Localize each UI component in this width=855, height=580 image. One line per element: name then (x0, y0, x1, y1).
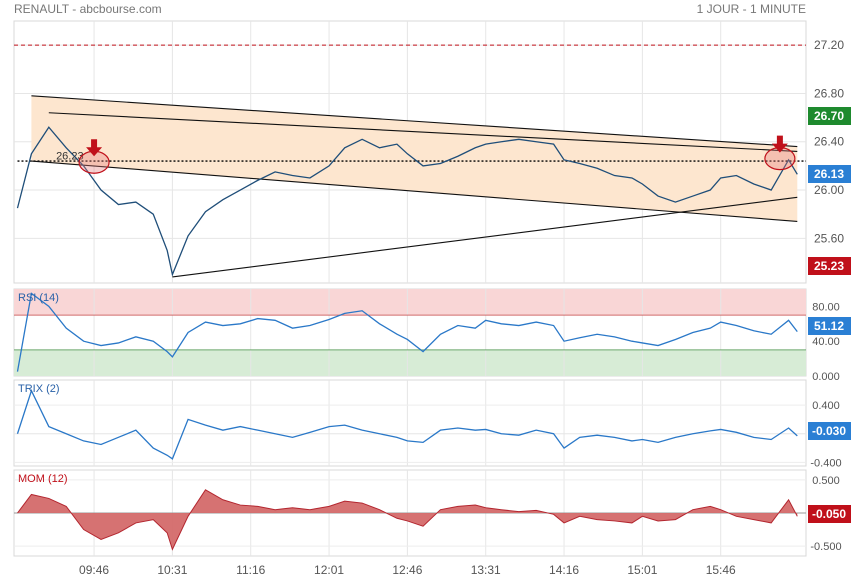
trix-title: TRIX (2) (18, 383, 60, 395)
trendline (31, 95, 798, 148)
trix-value-tag: -0.030 (808, 422, 851, 440)
rsi-oversold-zone (14, 349, 806, 376)
y-tick-label: 80.00 (812, 301, 840, 313)
trendline (48, 112, 798, 152)
rsi-grid (14, 289, 806, 376)
chart-title: RENAULT - abcbourse.com (14, 2, 162, 16)
price-panel: 26.23 27.20 26.80 26.40 26.00 25.60 26.70 26… (13, 20, 851, 284)
price-y-axis: 27.20 26.80 26.40 26.00 25.60 (814, 38, 844, 245)
x-tick-label: 14:16 (549, 563, 579, 577)
rsi-y-axis: 80.00 40.00 0.000 (812, 301, 840, 383)
rsi-title: RSI (14) (18, 292, 59, 304)
x-tick-label: 12:46 (392, 563, 422, 577)
trix-series-line (16, 389, 798, 460)
y-tick-label: 40.00 (812, 336, 840, 348)
svg-text:26.70: 26.70 (814, 109, 844, 123)
mom-panel: MOM (12) 0.500 -0.500 -0.050 (13, 469, 851, 557)
trendline (172, 196, 798, 278)
trix-grid (14, 380, 806, 466)
trix-plot-area (13, 379, 807, 467)
trendlines (31, 95, 798, 278)
x-tick-label: 10:31 (157, 563, 187, 577)
price-annotation: 26.23 (56, 150, 84, 162)
y-tick-label: -0.500 (810, 541, 841, 553)
trendline (31, 160, 798, 222)
down-arrow-icon (86, 139, 103, 157)
low-value-tag: 25.23 (808, 257, 851, 275)
high-value-tag: 26.70 (808, 107, 851, 125)
trix-y-axis: 0.400 -0.400 (810, 400, 841, 469)
chart-period: 1 JOUR - 1 MINUTE (697, 2, 806, 16)
x-tick-label: 15:46 (706, 563, 736, 577)
last-value-tag: 26.13 (808, 165, 851, 183)
x-tick-label: 11:16 (236, 563, 265, 577)
svg-text:26.13: 26.13 (814, 167, 844, 181)
y-tick-label: -0.400 (810, 457, 841, 469)
rsi-series-line (16, 292, 798, 372)
rsi-overbought-zone (14, 289, 806, 316)
mom-series-line (17, 489, 798, 551)
down-arrow-icon (771, 135, 788, 153)
svg-text:25.23: 25.23 (814, 259, 844, 273)
rsi-panel: RSI (14) 80.00 40.00 0.000 51.12 (13, 288, 851, 383)
y-tick-label: 26.00 (814, 183, 844, 197)
x-tick-label: 12:01 (314, 563, 344, 577)
svg-text:-0.050: -0.050 (812, 507, 846, 521)
time-x-axis: 09:46 10:31 11:16 12:01 12:46 13:31 14:16 15:01… (79, 563, 736, 577)
x-tick-label: 15:01 (627, 563, 657, 577)
mom-value-tag: -0.050 (808, 505, 851, 523)
y-tick-label: 0.500 (812, 475, 840, 487)
svg-text:-0.030: -0.030 (812, 424, 846, 438)
y-tick-label: 27.20 (814, 38, 844, 52)
y-tick-label: 0.000 (812, 371, 840, 383)
signal-markers (78, 135, 796, 174)
y-tick-label: 0.400 (812, 400, 840, 412)
price-series-line (16, 126, 798, 277)
mom-y-axis: 0.500 -0.500 (810, 475, 841, 553)
svg-text:51.12: 51.12 (814, 319, 844, 333)
mom-area-fill (17, 489, 798, 550)
trix-panel: TRIX (2) 0.400 -0.400 -0.030 (13, 379, 851, 469)
mom-title: MOM (12) (18, 473, 68, 485)
rsi-value-tag: 51.12 (808, 317, 851, 335)
x-tick-label: 13:31 (471, 563, 501, 577)
y-tick-label: 26.40 (814, 135, 844, 149)
y-tick-label: 25.60 (814, 231, 844, 245)
x-tick-label: 09:46 (79, 563, 109, 577)
y-tick-label: 26.80 (814, 86, 844, 100)
